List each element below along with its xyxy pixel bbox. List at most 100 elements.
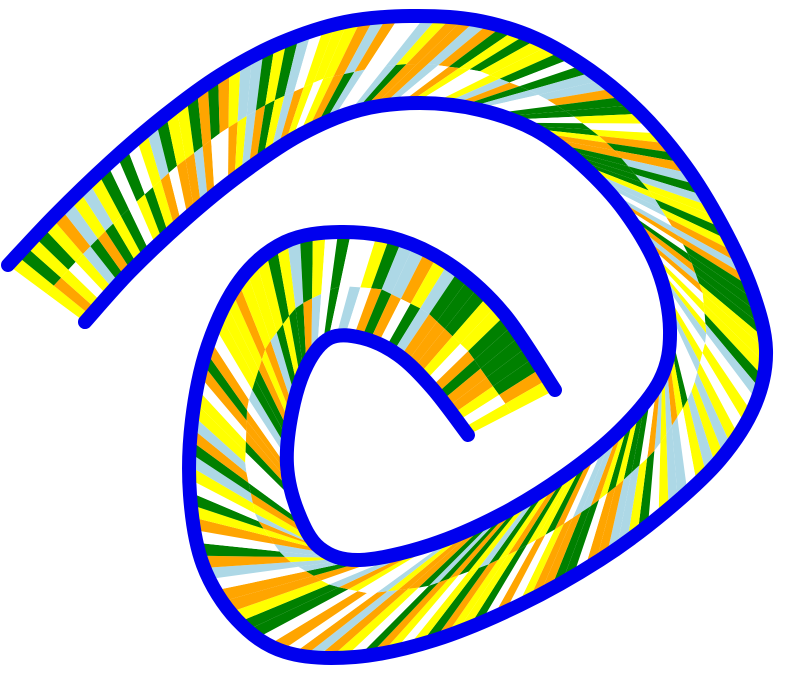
ribbon-tile	[248, 389, 289, 460]
ribbon-tile	[648, 442, 661, 525]
ribbon-tile	[434, 559, 499, 641]
ribbon-tile	[218, 70, 230, 134]
ribbon-tile	[176, 99, 195, 160]
ribbon-tile	[448, 27, 513, 68]
ribbon-tile	[144, 187, 169, 242]
ribbon-tile	[156, 114, 177, 173]
ribbon-tile	[306, 74, 344, 133]
ribbon-tile	[371, 578, 449, 654]
ribbon-borders	[1, 8, 774, 665]
ribbon-tile	[277, 241, 296, 316]
ribbon-tile	[191, 415, 247, 473]
ribbon-tile	[117, 147, 145, 202]
ribbon-tile	[177, 159, 195, 218]
ribbon-tile	[344, 287, 372, 338]
ribbon-tile	[166, 106, 186, 166]
ribbon-tile	[705, 323, 759, 400]
ribbon-tile	[322, 69, 365, 126]
ribbon-tile	[598, 135, 675, 153]
ribbon-tile	[658, 434, 669, 517]
ribbon-tile	[8, 255, 54, 294]
ribbon-tile	[364, 16, 412, 70]
ribbon-tile	[190, 466, 255, 514]
ribbon-tile	[61, 200, 98, 247]
ribbon-tile	[639, 384, 657, 466]
ribbon-tile	[190, 479, 259, 522]
ribbon-tile	[702, 293, 766, 362]
ribbon-tile	[277, 87, 304, 151]
ribbon-tile	[677, 235, 751, 287]
ribbon-tile	[480, 336, 527, 378]
ribbon-tile	[554, 447, 599, 530]
ribbon-tile	[237, 58, 252, 122]
ribbon-tile	[270, 332, 296, 408]
ribbon-tile	[260, 589, 358, 644]
ribbon-tile	[185, 152, 202, 213]
ribbon-tile	[526, 463, 579, 545]
ribbon-tile	[369, 294, 401, 346]
ribbon-tile	[25, 236, 69, 278]
ribbon-tile	[245, 462, 302, 518]
ribbon-tile	[687, 253, 758, 312]
ribbon-tile	[330, 232, 351, 290]
ribbon-tile	[412, 328, 453, 376]
ribbon-tile	[383, 575, 459, 651]
ribbon-tile	[70, 191, 106, 239]
ribbon-tile	[545, 452, 592, 535]
ribbon-tile	[528, 517, 573, 600]
ribbon-tile	[438, 506, 514, 583]
ribbon-tile	[194, 517, 275, 544]
ribbon-tile	[699, 283, 766, 350]
ribbon-tile	[599, 417, 630, 500]
ribbon-tile	[312, 234, 326, 299]
ribbon-tile	[637, 450, 655, 533]
ribbon-tile	[206, 340, 249, 411]
ribbon-tile	[391, 246, 425, 299]
ribbon-tile	[361, 289, 392, 342]
ribbon-tile	[255, 369, 290, 443]
ribbon-tile	[628, 166, 704, 196]
ribbon-tile	[573, 493, 608, 575]
ribbon-tile	[422, 71, 490, 105]
ribbon-tile	[474, 325, 520, 369]
ribbon-tile	[699, 352, 745, 433]
ribbon-tile	[517, 523, 564, 606]
ribbon-tile	[388, 65, 449, 107]
ribbon-tile	[414, 69, 480, 104]
ribbon-tile	[68, 261, 109, 303]
ribbon-tile	[381, 240, 414, 295]
ribbon-tile	[211, 566, 307, 590]
ribbon-tile	[590, 424, 625, 507]
ribbon-tile	[682, 399, 706, 483]
ribbon-tile	[107, 155, 137, 209]
ribbon-tile	[201, 365, 247, 432]
ribbon-tile	[218, 571, 314, 601]
ribbon-tile	[617, 465, 640, 548]
ribbon-tile	[385, 303, 421, 353]
ribbon-tile	[418, 515, 500, 588]
ribbon-tile	[441, 368, 487, 408]
ribbon-tile	[551, 506, 591, 588]
ribbon-tile	[298, 76, 334, 136]
ribbon-tile	[371, 238, 402, 290]
ribbon-tiles	[8, 16, 766, 657]
ribbon-tile	[346, 585, 429, 657]
ribbon-tile	[444, 288, 487, 337]
ribbon-tile	[660, 359, 667, 443]
ribbon-tile	[291, 78, 324, 141]
ribbon-tile	[480, 39, 549, 76]
ribbon-tile	[43, 218, 83, 262]
ribbon-tile	[121, 208, 151, 259]
ribbon-tile	[228, 121, 238, 185]
ribbon-tile	[704, 313, 762, 388]
ribbon-tile	[194, 146, 208, 207]
ribbon-tile	[52, 209, 91, 254]
ribbon-tile	[705, 333, 757, 412]
ribbon-tile	[468, 315, 513, 360]
ribbon-tile	[478, 488, 544, 568]
ribbon-tile	[396, 66, 460, 106]
ribbon-tile	[197, 84, 212, 147]
ribbon-tile	[333, 587, 419, 657]
